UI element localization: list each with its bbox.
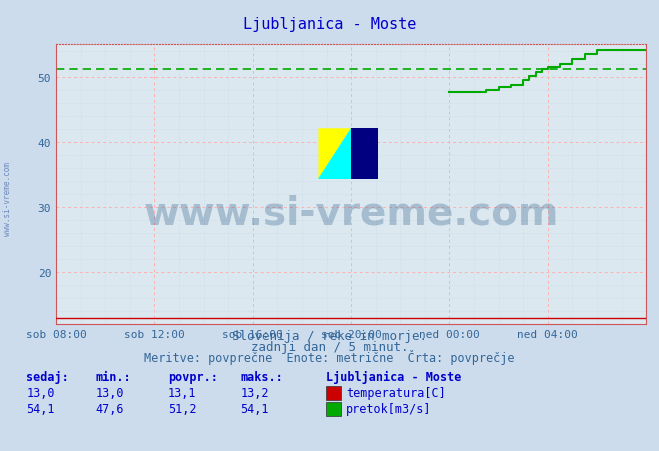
Text: 13,0: 13,0	[96, 386, 124, 399]
Bar	[351, 129, 378, 179]
Text: www.si-vreme.com: www.si-vreme.com	[3, 161, 13, 235]
Text: 13,2: 13,2	[241, 386, 269, 399]
Text: povpr.:: povpr.:	[168, 370, 218, 383]
Text: Ljubljanica - Moste: Ljubljanica - Moste	[326, 370, 461, 383]
Text: zadnji dan / 5 minut.: zadnji dan / 5 minut.	[251, 340, 408, 353]
Text: Meritve: povprečne  Enote: metrične  Črta: povprečje: Meritve: povprečne Enote: metrične Črta:…	[144, 350, 515, 365]
Text: sedaj:: sedaj:	[26, 370, 69, 383]
Text: min.:: min.:	[96, 370, 131, 383]
Text: 51,2: 51,2	[168, 402, 196, 414]
Text: 13,0: 13,0	[26, 386, 55, 399]
Text: Ljubljanica - Moste: Ljubljanica - Moste	[243, 17, 416, 32]
Text: www.si-vreme.com: www.si-vreme.com	[143, 194, 559, 232]
Text: 13,1: 13,1	[168, 386, 196, 399]
Text: 54,1: 54,1	[241, 402, 269, 414]
Polygon shape	[318, 129, 351, 179]
Text: Slovenija / reke in morje.: Slovenija / reke in morje.	[232, 330, 427, 342]
Text: 47,6: 47,6	[96, 402, 124, 414]
Text: maks.:: maks.:	[241, 370, 283, 383]
Text: 54,1: 54,1	[26, 402, 55, 414]
Text: pretok[m3/s]: pretok[m3/s]	[346, 402, 432, 414]
Polygon shape	[318, 129, 351, 179]
Text: temperatura[C]: temperatura[C]	[346, 386, 445, 399]
